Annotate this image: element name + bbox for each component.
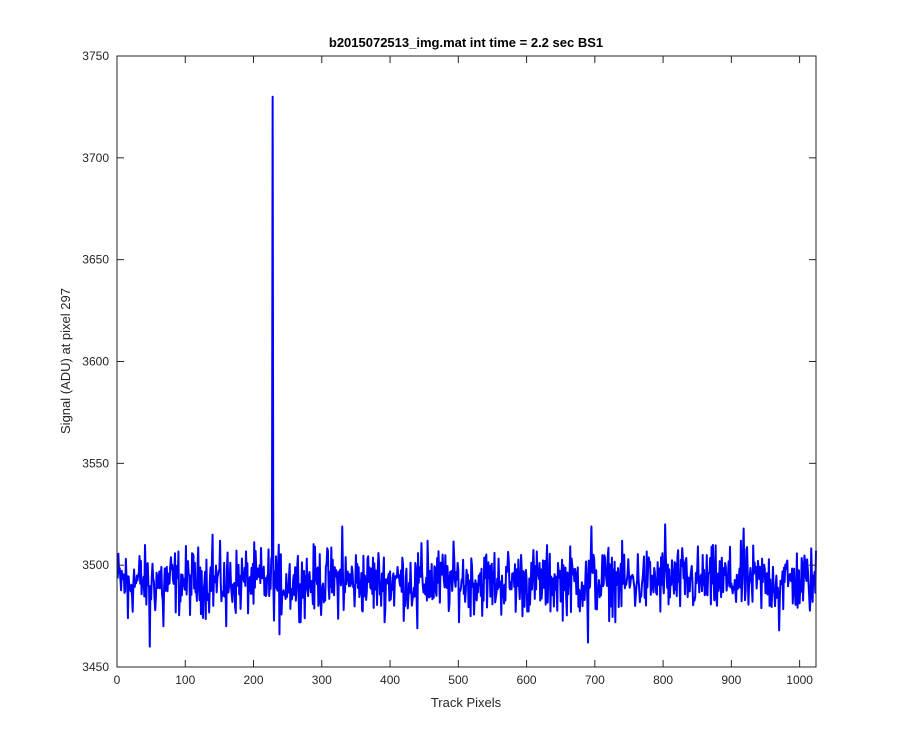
x-tick-label: 0 bbox=[114, 673, 121, 687]
y-tick-label: 3700 bbox=[82, 151, 109, 165]
plot-area bbox=[117, 56, 816, 667]
x-tick-label: 200 bbox=[244, 673, 264, 687]
y-axis: 3450 3500 3550 3600 3650 3700 3750 bbox=[82, 49, 816, 674]
chart-title: b2015072513_img.mat int time = 2.2 sec B… bbox=[329, 35, 603, 50]
x-tick-label: 600 bbox=[517, 673, 537, 687]
y-tick-label: 3650 bbox=[82, 253, 109, 267]
y-tick-label: 3450 bbox=[82, 660, 109, 674]
x-tick-label: 100 bbox=[175, 673, 195, 687]
y-tick-label: 3600 bbox=[82, 355, 109, 369]
x-axis-label: Track Pixels bbox=[431, 695, 502, 710]
y-axis-label: Signal (ADU) at pixel 297 bbox=[58, 288, 73, 434]
y-tick-label: 3750 bbox=[82, 49, 109, 63]
series-line bbox=[116, 95, 817, 648]
x-tick-label: 700 bbox=[585, 673, 605, 687]
x-tick-label: 1000 bbox=[786, 673, 813, 687]
y-tick-label: 3500 bbox=[82, 558, 109, 572]
x-tick-label: 300 bbox=[312, 673, 332, 687]
y-tick-label: 3550 bbox=[82, 456, 109, 470]
x-tick-label: 900 bbox=[721, 673, 741, 687]
series-layer bbox=[116, 95, 817, 648]
x-tick-label: 500 bbox=[448, 673, 468, 687]
x-axis: 0 100 200 300 400 500 600 700 800 900 1000 bbox=[114, 56, 813, 687]
x-tick-label: 400 bbox=[380, 673, 400, 687]
x-tick-label: 800 bbox=[653, 673, 673, 687]
